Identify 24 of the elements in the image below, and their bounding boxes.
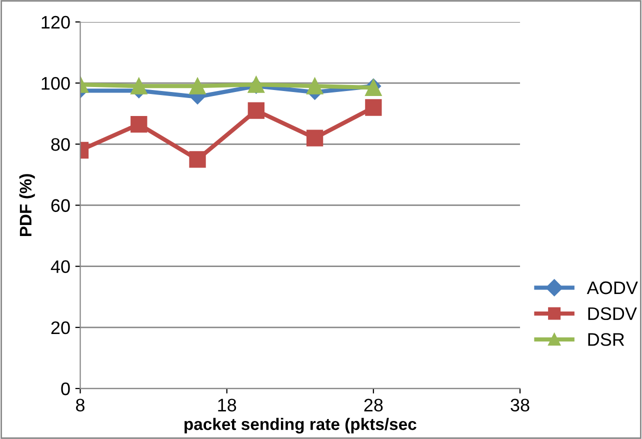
- y-tick-label: 40: [50, 260, 70, 274]
- x-tick-label: 18: [218, 398, 236, 412]
- y-tick-label: 60: [51, 199, 70, 212]
- x-tick-label: 38: [510, 398, 530, 412]
- y-tick-label: 20: [51, 321, 70, 334]
- point: [189, 78, 206, 94]
- point: [306, 130, 324, 146]
- point: [130, 78, 148, 94]
- point: [365, 99, 382, 116]
- x-axis-title: packet sending rate (pkts/sec: [184, 418, 416, 434]
- legend-label: DSDV: [588, 307, 637, 320]
- legend-label: AODV: [586, 281, 638, 294]
- y-tick-label: 120: [42, 16, 70, 29]
- point: [306, 78, 324, 94]
- y-tick-label: 80: [51, 138, 70, 151]
- legend-label: DSR: [588, 333, 624, 346]
- point: [248, 102, 264, 119]
- x-tick-label: 28: [364, 398, 383, 412]
- x-tick-label: 8: [76, 398, 84, 412]
- y-tick-label: 0: [61, 382, 70, 396]
- point: [130, 116, 148, 133]
- point: [189, 151, 206, 168]
- y-axis-title: PDF (%): [19, 174, 35, 236]
- y-tick-label: 100: [42, 76, 70, 90]
